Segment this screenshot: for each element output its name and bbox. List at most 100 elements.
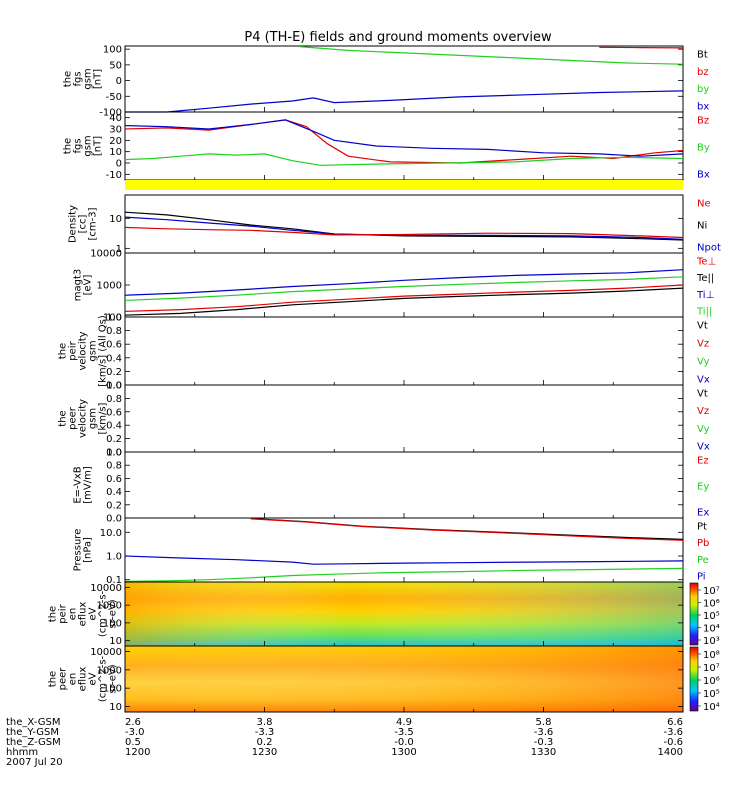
colorbar-tick-label: 10⁶ <box>703 599 720 610</box>
y-axis-label-line: the <box>58 343 69 359</box>
y-tick-label: 1000 <box>97 601 122 612</box>
yellow-flag-bar <box>125 180 683 190</box>
y-axis-label-line: magt3 <box>73 269 84 302</box>
y-tick-label: 0.0 <box>106 514 122 525</box>
legend-entry: Pe <box>697 555 709 566</box>
colorbar-tick-label: 10⁵ <box>703 689 720 700</box>
y-axis-label-fgs-gsm-2: the fgs gsm [nT] <box>63 135 104 156</box>
y-axis-label-line: [km/s] (All Qs) <box>98 315 109 387</box>
y-tick-label: 10.0 <box>100 528 122 539</box>
y-axis-label-peir-eflux: the peir en eflux eV (cm^2-s-sr-eV) <box>48 590 119 637</box>
y-tick-label: 10000 <box>90 249 122 260</box>
y-tick-label: 30 <box>109 125 122 136</box>
y-tick-label: 0 <box>116 76 122 87</box>
colorbar-tick-label: 10⁴ <box>703 624 720 635</box>
series-fgs-gsm-2-By <box>124 153 684 166</box>
legend-entry: bz <box>697 67 709 78</box>
time-tick-label: 1230 <box>252 747 277 758</box>
legend-entry: Vz <box>697 406 709 417</box>
y-axis-label-line: velocity <box>78 331 89 370</box>
legend-entry: Pb <box>697 538 709 549</box>
y-tick-label: 0.6 <box>106 340 122 351</box>
y-axis-label-line: (cm^2-s- <box>98 590 109 637</box>
y-tick-label: 0.2 <box>106 500 122 511</box>
y-tick-label: 100 <box>103 313 122 324</box>
y-tick-label: 100 <box>103 684 122 695</box>
legend-entry: by <box>697 84 709 95</box>
series-temperature-Ti|| <box>124 276 684 301</box>
ephemeris-value: -0.0 <box>394 737 414 748</box>
y-tick-label: 40 <box>109 113 122 124</box>
y-tick-label: 10 <box>109 214 122 225</box>
y-axis-label-line: gsm <box>88 408 99 429</box>
y-tick-label: 10 <box>109 147 122 158</box>
series-fgs-gsm-2-Bx <box>124 119 684 157</box>
y-axis-label-fgs-gsm: the fgs gsm [nT] <box>63 68 104 89</box>
ephemeris-value: 4.9 <box>396 717 412 728</box>
legend-entry: Pi <box>697 572 706 583</box>
panel-frame <box>124 45 684 113</box>
legend-entry: Bx <box>697 170 710 181</box>
y-tick-label: 0.2 <box>106 367 122 378</box>
time-tick-label: 1330 <box>531 747 556 758</box>
y-axis-label-line: gsm <box>83 68 94 89</box>
panel-peer-velocity: 1.0 0.8 0.6 0.4 0.2 0.0 the peer velocity gsm [km/… <box>58 381 710 459</box>
y-axis-label-line: [eV] <box>83 275 94 296</box>
legend-entry: Ex <box>697 508 709 519</box>
series-temperature-Te|| <box>124 287 684 316</box>
ephemeris-value: -3.6 <box>534 727 554 738</box>
y-tick-label: 50 <box>109 60 122 71</box>
legend-entry: Vz <box>697 339 709 350</box>
ephemeris-value: -0.6 <box>663 737 683 748</box>
y-axis-label-line: en <box>68 608 79 621</box>
y-tick-label: 0.8 <box>106 461 122 472</box>
panel-frame <box>124 316 684 386</box>
time-tick-label: 1300 <box>391 747 416 758</box>
series-density-Npot <box>124 216 684 240</box>
legend-entry: Vx <box>697 375 710 386</box>
y-axis-label-line: fgs <box>73 138 84 153</box>
y-axis-label-pressure: Pressure [nPa] <box>73 529 94 572</box>
y-tick-label: 100 <box>103 45 122 56</box>
y-tick-label: 0.4 <box>106 487 122 498</box>
legend-entry: Ni <box>697 221 707 232</box>
y-axis-label-line: eflux <box>78 602 89 627</box>
y-axis-label-line: E=-VxB <box>73 466 84 503</box>
ephemeris-label: hhmm <box>6 747 38 758</box>
y-axis-label-peir-velocity: the peir velocity gsm [km/s] (All Qs) <box>58 315 109 387</box>
y-tick-label: -50 <box>106 92 122 103</box>
ephemeris-value: -3.0 <box>125 727 145 738</box>
y-tick-label: 100 <box>103 618 122 629</box>
ephemeris-value: 5.8 <box>536 717 552 728</box>
ephemeris-label: the_X-GSM <box>6 717 60 728</box>
time-axis: 1200 1230 1300 1330 1400 <box>125 747 683 758</box>
y-axis-label-line: peer <box>58 667 69 691</box>
y-axis-label-line: Density <box>68 205 79 243</box>
legend-entry: Vt <box>697 389 708 400</box>
legend-entry: Vy <box>697 357 710 368</box>
colorbar-tick-label: 10³ <box>703 636 720 647</box>
y-tick-label: -100 <box>99 108 122 119</box>
series-fgs-gsm-2-Bz <box>124 119 684 164</box>
y-axis-label-line: en <box>68 673 79 686</box>
panel-frame <box>124 111 684 181</box>
y-axis-label-line: [mV/m] <box>83 466 94 504</box>
series-temperature-Te⊥ <box>124 284 684 312</box>
legend-entry: Ne <box>697 199 711 210</box>
y-axis-label-line: gsm <box>88 340 99 361</box>
legend-entry: Bt <box>697 50 708 61</box>
colorbar-tick-label: 10⁸ <box>703 650 720 661</box>
y-tick-label: 0.4 <box>106 421 122 432</box>
y-tick-label: 1 <box>116 244 122 255</box>
y-tick-label: 1000 <box>97 281 122 292</box>
series-pressure-Pi <box>124 555 684 565</box>
y-axis-label-peer-velocity: the peer velocity gsm [km/s] <box>58 399 109 438</box>
y-axis-label-line: the <box>58 410 69 426</box>
panel-temperature: 10000 1000 100 magt3 [eV] Te⊥ Te|| Ti⊥ Ti|| <box>73 249 717 324</box>
y-tick-label: -10 <box>106 170 122 181</box>
panel-frame <box>124 384 684 453</box>
series-fgs-gsm-bz <box>599 46 684 49</box>
y-tick-label: 1.0 <box>106 448 122 459</box>
